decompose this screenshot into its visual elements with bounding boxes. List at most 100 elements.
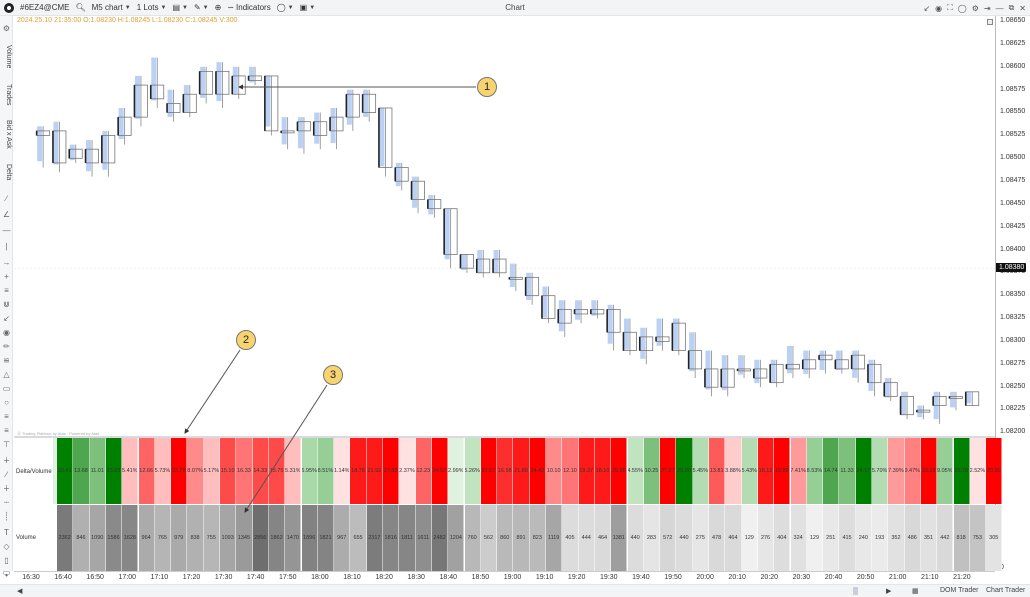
candle bbox=[834, 350, 849, 374]
pitchfork-icon[interactable]: ⊤ bbox=[3, 440, 10, 449]
volume-row-label: Volume bbox=[16, 535, 37, 541]
draw-dropdown[interactable]: ✎ ▼ bbox=[191, 0, 212, 16]
circle-dropdown[interactable]: ◯ ▼ bbox=[274, 0, 297, 16]
candle bbox=[704, 350, 719, 397]
camera-icon[interactable]: ◉ bbox=[935, 3, 943, 13]
candle bbox=[329, 107, 344, 150]
ruler-icon[interactable]: ✏ bbox=[3, 342, 10, 351]
magnet-icon[interactable]: ◉ bbox=[3, 328, 10, 337]
left-tool-column: ⚙ Volume Trades Bid x Ask Delta ∕ ∠ — | … bbox=[0, 16, 13, 577]
fullscreen-icon[interactable]: ⛶ bbox=[947, 3, 953, 12]
horizontal-line-icon[interactable]: — bbox=[2, 226, 11, 235]
collapse-icon[interactable]: ↙ bbox=[923, 3, 931, 13]
delta-volume-row-label: Delta/Volume bbox=[16, 469, 52, 475]
zoom-icon[interactable]: ⊕ bbox=[214, 3, 222, 12]
tab-volume[interactable]: Volume bbox=[5, 45, 12, 69]
trend-angle-icon[interactable]: ∕ bbox=[5, 470, 8, 479]
dot-icon[interactable]: • bbox=[5, 571, 8, 580]
volume-cell: 765 bbox=[154, 505, 172, 571]
chevron-down-icon: ▼ bbox=[160, 4, 167, 11]
symbol-selector[interactable]: #6EZ4@CME bbox=[17, 0, 72, 16]
calendar-icon[interactable]: ▦ bbox=[912, 588, 919, 595]
text-icon[interactable]: T bbox=[4, 528, 9, 537]
minimize-icon[interactable]: — bbox=[995, 3, 1004, 13]
fork-icon[interactable]: ⋓ bbox=[3, 300, 10, 309]
price-label-icon[interactable]: ▭ bbox=[2, 568, 11, 577]
fib-extension-icon[interactable]: ≡ bbox=[4, 426, 9, 435]
circle-icon[interactable]: ◯ bbox=[957, 3, 967, 13]
template-dropdown[interactable]: ▤ ▼ bbox=[169, 0, 191, 16]
candle bbox=[622, 318, 637, 356]
delta-cell: 5.26% bbox=[464, 438, 481, 504]
volume-cell: 1862 bbox=[268, 505, 286, 571]
delta-cell: 19.37 bbox=[578, 438, 595, 504]
tab-bid-x-ask[interactable]: Bid x Ask bbox=[5, 119, 12, 149]
angle-icon[interactable]: ∠ bbox=[2, 210, 11, 219]
timeframe-dropdown[interactable]: M5 chart ▼ bbox=[89, 0, 134, 16]
volume-cell: 1586 bbox=[105, 505, 123, 571]
delta-cell: 10.25 bbox=[643, 438, 661, 504]
candlestick-chart-pane[interactable] bbox=[14, 27, 995, 437]
triangle-icon[interactable]: △ bbox=[3, 370, 10, 379]
lots-dropdown[interactable]: 1 Lots ▼ bbox=[134, 0, 170, 16]
delta-cell: 20.90 bbox=[986, 438, 1003, 504]
line-icon[interactable]: ∕ bbox=[5, 194, 8, 203]
chart-trader-button[interactable]: Chart Trader bbox=[986, 587, 1026, 594]
dom-trader-button[interactable]: DOM Trader bbox=[940, 587, 979, 594]
time-axis[interactable]: 16:30 16:40 16:50 17:00 17:10 17:20 17:30 17:40… bbox=[14, 571, 995, 584]
delta-cell: 5.70% bbox=[872, 438, 889, 504]
indicators-label: Indicators bbox=[236, 3, 271, 12]
scroll-right-icon[interactable]: ▶ bbox=[886, 588, 892, 595]
restore-icon[interactable]: ⧉ bbox=[1008, 3, 1015, 12]
delta-cell: 13.81 bbox=[709, 438, 726, 504]
pin-icon[interactable]: ⇥ bbox=[983, 3, 991, 13]
time-label: 19:50 bbox=[664, 574, 682, 581]
circle-icon[interactable]: ○ bbox=[4, 398, 9, 407]
app-logo-icon[interactable] bbox=[4, 2, 14, 13]
delta-cell: 8.51% bbox=[317, 438, 335, 504]
candle bbox=[410, 176, 425, 214]
cross-icon[interactable]: + bbox=[4, 272, 9, 281]
signal-icon[interactable]: ∔ bbox=[3, 456, 10, 465]
arrow-icon[interactable]: → bbox=[2, 258, 11, 267]
price-label: 1.08250 bbox=[1000, 382, 1026, 390]
vertical-line-icon[interactable]: | bbox=[5, 242, 8, 251]
scroll-left-icon[interactable]: ◀ bbox=[17, 588, 23, 595]
tab-trades[interactable]: Trades bbox=[5, 84, 12, 106]
dotted-rect-icon[interactable]: ┄ bbox=[4, 498, 9, 507]
fib-icon[interactable]: ≌ bbox=[3, 356, 10, 365]
volume-cell: 1811 bbox=[399, 505, 416, 571]
tab-delta[interactable]: Delta bbox=[5, 163, 12, 181]
volume-cell: 1090 bbox=[89, 505, 106, 571]
search-icon[interactable]: 🔍︎ bbox=[75, 3, 86, 12]
candle bbox=[916, 405, 931, 420]
volume-cell: 486 bbox=[904, 505, 921, 571]
candle bbox=[264, 75, 279, 136]
gear-icon[interactable]: ⚙ bbox=[2, 24, 11, 33]
delta-cell: 5.31% bbox=[285, 438, 302, 504]
volume-cell: 1611 bbox=[415, 505, 432, 571]
delta-cell: 4.55% bbox=[627, 438, 644, 504]
callout-icon[interactable]: ▯ bbox=[4, 556, 9, 565]
fib-levels-icon[interactable]: ≡ bbox=[4, 412, 9, 421]
parallel-lines-icon[interactable]: ≡ bbox=[4, 286, 9, 295]
tag-icon[interactable]: ◇ bbox=[3, 542, 10, 551]
close-icon[interactable]: ✕ bbox=[1019, 3, 1026, 13]
noise-icon[interactable]: ∔ bbox=[3, 484, 10, 493]
delta-cell: 11.01 bbox=[89, 438, 106, 504]
scale-toggle-icon[interactable] bbox=[987, 19, 993, 25]
delta-cell: 2.99% bbox=[448, 438, 465, 504]
dotted-vrect-icon[interactable]: ┊ bbox=[4, 512, 9, 521]
volume-cell: 404 bbox=[774, 505, 791, 571]
pane-separator[interactable] bbox=[14, 436, 995, 438]
gear-icon[interactable]: ⚙ bbox=[971, 3, 979, 13]
candle bbox=[52, 121, 67, 173]
time-label: 20:20 bbox=[760, 574, 779, 581]
arrow-down-left-icon[interactable]: ↙ bbox=[3, 314, 10, 323]
scroll-handle[interactable] bbox=[853, 587, 858, 595]
rectangle-icon[interactable]: ▭ bbox=[2, 384, 11, 393]
delta-cell: 25.65 bbox=[611, 438, 628, 504]
volume-cell: 1381 bbox=[611, 505, 628, 571]
layout-dropdown[interactable]: ▣ ▼ bbox=[297, 0, 319, 16]
indicators-button[interactable]: ∽ Indicators bbox=[224, 0, 273, 16]
